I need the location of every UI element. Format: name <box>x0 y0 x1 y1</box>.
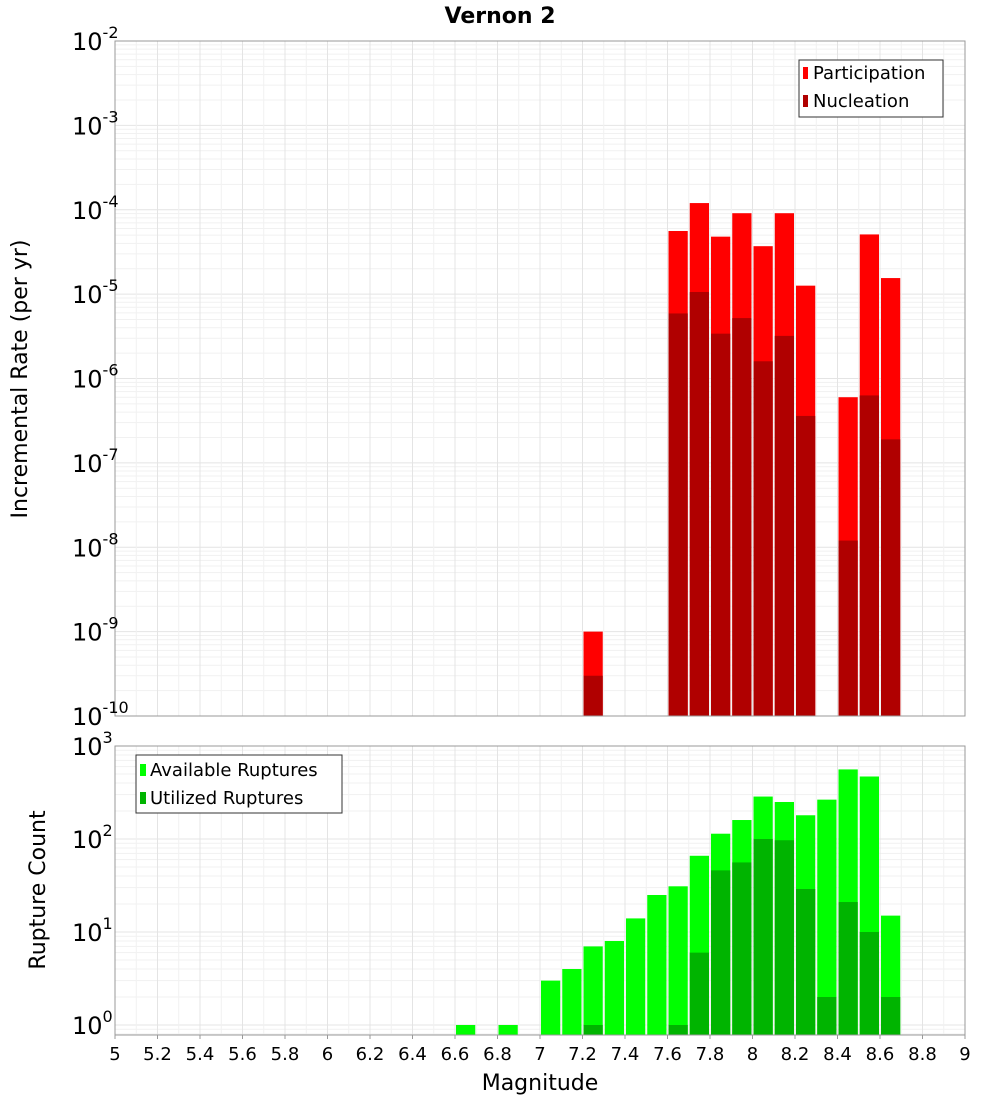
bottom-bars <box>456 769 901 1035</box>
bar-utilized-ruptures <box>881 997 901 1035</box>
y-tick-label: 102 <box>72 821 113 854</box>
x-tick-label: 7 <box>534 1044 545 1065</box>
top-legend: Participation Nucleation <box>798 59 944 118</box>
x-axis-label: Magnitude <box>482 1071 599 1096</box>
x-tick-label: 5.8 <box>271 1044 300 1065</box>
legend-swatch-available <box>140 764 146 776</box>
bar-utilized-ruptures <box>774 840 794 1035</box>
x-tick-label: 8.6 <box>866 1044 895 1065</box>
bottom-legend: Available Ruptures Utilized Ruptures <box>135 754 343 814</box>
y-tick-label: 103 <box>72 728 113 761</box>
y-tick-label: 100 <box>72 1007 113 1040</box>
bar-nucleation <box>689 291 709 716</box>
x-tick-label: 5 <box>109 1044 120 1065</box>
bar-nucleation <box>859 395 879 716</box>
x-axis-ticks: 5 5.2 5.4 5.6 5.8 6 6.2 6.4 6.6 6.8 7 7.2 7.4 7.6 7.8 8… <box>109 1035 971 1065</box>
bottom-y-axis-label: Rupture Count <box>26 810 51 970</box>
x-tick-label: 7.6 <box>653 1044 682 1065</box>
x-tick-label: 8.8 <box>908 1044 937 1065</box>
y-tick-label: 10-9 <box>72 614 119 647</box>
bar-available-ruptures <box>498 1025 518 1035</box>
bar-utilized-ruptures <box>668 1025 688 1035</box>
legend-swatch-participation <box>803 67 808 79</box>
x-tick-label: 6.6 <box>441 1044 470 1065</box>
bar-nucleation <box>838 540 858 716</box>
y-tick-label: 10-10 <box>72 698 129 731</box>
bar-utilized-ruptures <box>753 839 773 1035</box>
legend-label-participation: Participation <box>813 63 925 84</box>
bar-available-ruptures <box>604 941 624 1035</box>
bar-available-ruptures <box>626 918 646 1035</box>
bar-nucleation <box>711 333 731 716</box>
top-y-axis-label: Incremental Rate (per yr) <box>8 240 33 519</box>
legend-swatch-utilized <box>140 792 146 804</box>
bar-nucleation <box>774 335 794 716</box>
top-bars <box>583 203 901 717</box>
x-tick-label: 5.6 <box>228 1044 257 1065</box>
x-tick-label: 6.8 <box>483 1044 512 1065</box>
y-tick-label: 10-8 <box>72 529 119 562</box>
bar-available-ruptures <box>583 946 603 1035</box>
y-tick-label: 10-4 <box>72 192 119 225</box>
bar-utilized-ruptures <box>817 997 837 1035</box>
x-tick-label: 7.2 <box>568 1044 597 1065</box>
bar-utilized-ruptures <box>583 1025 603 1035</box>
y-tick-label: 10-5 <box>72 276 119 309</box>
bar-nucleation <box>796 415 816 716</box>
bar-nucleation <box>753 361 773 716</box>
bar-available-ruptures <box>562 969 582 1035</box>
y-tick-label: 10-6 <box>72 361 119 394</box>
legend-label-available: Available Ruptures <box>150 760 318 781</box>
bar-available-ruptures <box>456 1025 476 1035</box>
bottom-gridlines <box>114 746 966 1035</box>
x-tick-label: 6 <box>322 1044 333 1065</box>
x-tick-label: 5.2 <box>143 1044 172 1065</box>
y-tick-label: 10-2 <box>72 23 119 56</box>
x-tick-label: 8.2 <box>781 1044 810 1065</box>
legend-label-utilized: Utilized Ruptures <box>150 788 303 809</box>
x-tick-label: 6.4 <box>398 1044 427 1065</box>
top-gridlines <box>114 41 966 717</box>
y-tick-label: 101 <box>72 914 113 947</box>
x-tick-label: 8.4 <box>823 1044 852 1065</box>
bar-available-ruptures <box>668 886 688 1035</box>
top-plot-frame <box>114 40 966 717</box>
legend-label-nucleation: Nucleation <box>813 91 909 112</box>
bottom-y-axis-ticks: 103 102 101 100 <box>72 728 113 1040</box>
x-tick-label: 6.2 <box>356 1044 385 1065</box>
bar-nucleation <box>668 313 688 716</box>
bar-utilized-ruptures <box>732 862 752 1035</box>
y-tick-label: 10-3 <box>72 107 119 140</box>
bar-available-ruptures <box>541 980 561 1035</box>
x-tick-label: 5.4 <box>186 1044 215 1065</box>
x-tick-label: 9 <box>959 1044 970 1065</box>
bottom-legend-box <box>135 754 343 814</box>
top-y-axis-ticks: 10-2 10-3 10-4 10-5 10-6 10-7 10-8 10-9 10-10 <box>72 23 129 731</box>
legend-swatch-nucleation <box>803 95 808 107</box>
bar-utilized-ruptures <box>859 932 879 1035</box>
bar-utilized-ruptures <box>711 870 731 1035</box>
bar-utilized-ruptures <box>796 888 816 1035</box>
x-tick-label: 8 <box>747 1044 758 1065</box>
bar-utilized-ruptures <box>689 952 709 1035</box>
bar-available-ruptures <box>647 894 667 1035</box>
bar-nucleation <box>583 675 603 716</box>
chart-title: Vernon 2 <box>445 4 556 29</box>
x-tick-label: 7.4 <box>611 1044 640 1065</box>
bar-nucleation <box>881 439 901 716</box>
top-legend-box <box>798 59 944 118</box>
bar-available-ruptures <box>817 799 837 1035</box>
y-tick-label: 10-7 <box>72 445 119 478</box>
bar-nucleation <box>732 318 752 716</box>
x-tick-label: 7.8 <box>696 1044 725 1065</box>
bar-utilized-ruptures <box>838 902 858 1035</box>
